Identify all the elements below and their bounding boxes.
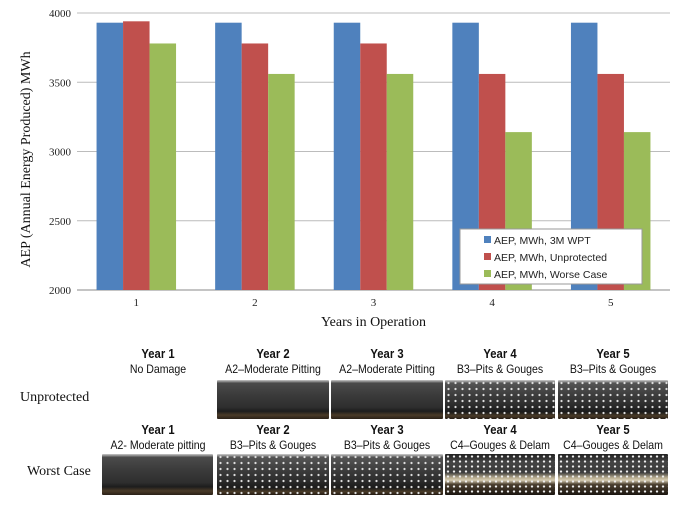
bar-1-year-3 (333, 22, 361, 290)
damage-cell-header: Year 5 C4–Gouges & Delam (553, 423, 673, 453)
year-label: Year 3 (370, 423, 404, 437)
year-label: Year 3 (370, 347, 404, 361)
blade-damage-photo (558, 454, 668, 495)
condition-label: B3–Pits & Gouges (456, 362, 544, 376)
blade-damage-photo (102, 454, 213, 495)
bar-2-year-1 (123, 21, 150, 291)
y-tick-label: 2000 (49, 285, 72, 297)
y-tick-label: 3500 (49, 77, 72, 89)
damage-cell-header: Year 3 A2–Moderate Pitting (327, 347, 447, 377)
blade-damage-photo (217, 380, 329, 419)
condition-label: No Damage (129, 362, 186, 376)
damage-cell-header: Year 5 B3–Pits & Gouges (553, 347, 673, 377)
x-tick-label: 4 (489, 297, 495, 309)
x-tick-label: 3 (371, 297, 377, 309)
bar-3-year-1 (149, 43, 177, 290)
x-tick-label: 2 (252, 297, 258, 309)
bar-3-year-3 (386, 73, 414, 290)
x-tick-label: 1 (134, 297, 140, 309)
legend-swatch (484, 253, 491, 260)
x-tick-label: 5 (608, 297, 614, 309)
bar-2-year-2 (241, 43, 269, 290)
x-axis-title: Years in Operation (321, 315, 426, 330)
damage-cell-header: Year 2 B3–Pits & Gouges (213, 423, 333, 453)
condition-label: C4–Gouges & Delam (450, 438, 550, 452)
y-tick-label: 3000 (49, 147, 72, 159)
condition-label: B3–Pits & Gouges (569, 362, 657, 376)
condition-label: A2–Moderate Pitting (339, 362, 435, 376)
damage-cell-header: Year 1 No Damage (98, 347, 218, 377)
blade-damage-photo (331, 380, 443, 419)
y-axis-title: AEP (Annual Energy Produced) MWh (19, 51, 34, 267)
bar-1-year-2 (215, 22, 242, 290)
y-tick-label: 2500 (49, 216, 72, 228)
legend-label: AEP, MWh, Worse Case (494, 269, 608, 281)
damage-cell-header: Year 3 B3–Pits & Gouges (327, 423, 447, 453)
bar-3-year-2 (268, 73, 295, 290)
bar-2-year-3 (360, 43, 387, 290)
year-label: Year 1 (140, 347, 175, 361)
damage-cell-header: Year 2 A2–Moderate Pitting (213, 347, 333, 377)
condition-label: A2- Moderate pitting (109, 438, 206, 452)
year-label: Year 5 (596, 423, 630, 437)
year-label: Year 1 (140, 423, 175, 437)
blade-damage-photo (445, 454, 555, 495)
damage-cell-header: Year 4 B3–Pits & Gouges (440, 347, 560, 377)
legend-swatch (484, 236, 491, 243)
year-label: Year 5 (596, 347, 630, 361)
year-label: Year 2 (256, 347, 290, 361)
legend-label: AEP, MWh, Unprotected (494, 252, 607, 264)
row-label-unprotected: Unprotected (20, 390, 90, 405)
blade-damage-photo (445, 380, 555, 419)
year-label: Year 4 (483, 423, 517, 437)
damage-cell-header: Year 4 C4–Gouges & Delam (440, 423, 560, 453)
y-tick-label: 4000 (49, 8, 72, 20)
blade-damage-photo (331, 454, 443, 495)
aep-bar-chart: 2000 2500 3000 3500 4000 1 2 3 4 5 Years in Operat… (19, 8, 670, 330)
bar-1-year-1 (96, 22, 124, 290)
condition-label: C4–Gouges & Delam (563, 438, 663, 452)
blade-damage-photo (217, 454, 329, 495)
condition-label: A2–Moderate Pitting (225, 362, 321, 376)
condition-label: B3–Pits & Gouges (343, 438, 431, 452)
damage-cell-header: Year 1 A2- Moderate pitting (98, 423, 218, 453)
condition-label: B3–Pits & Gouges (229, 438, 317, 452)
blade-damage-photo (558, 380, 668, 419)
legend-swatch (484, 270, 491, 277)
year-label: Year 2 (256, 423, 290, 437)
legend-label: AEP, MWh, 3M WPT (494, 235, 591, 247)
row-label-worst-case: Worst Case (27, 464, 91, 479)
year-label: Year 4 (483, 347, 517, 361)
